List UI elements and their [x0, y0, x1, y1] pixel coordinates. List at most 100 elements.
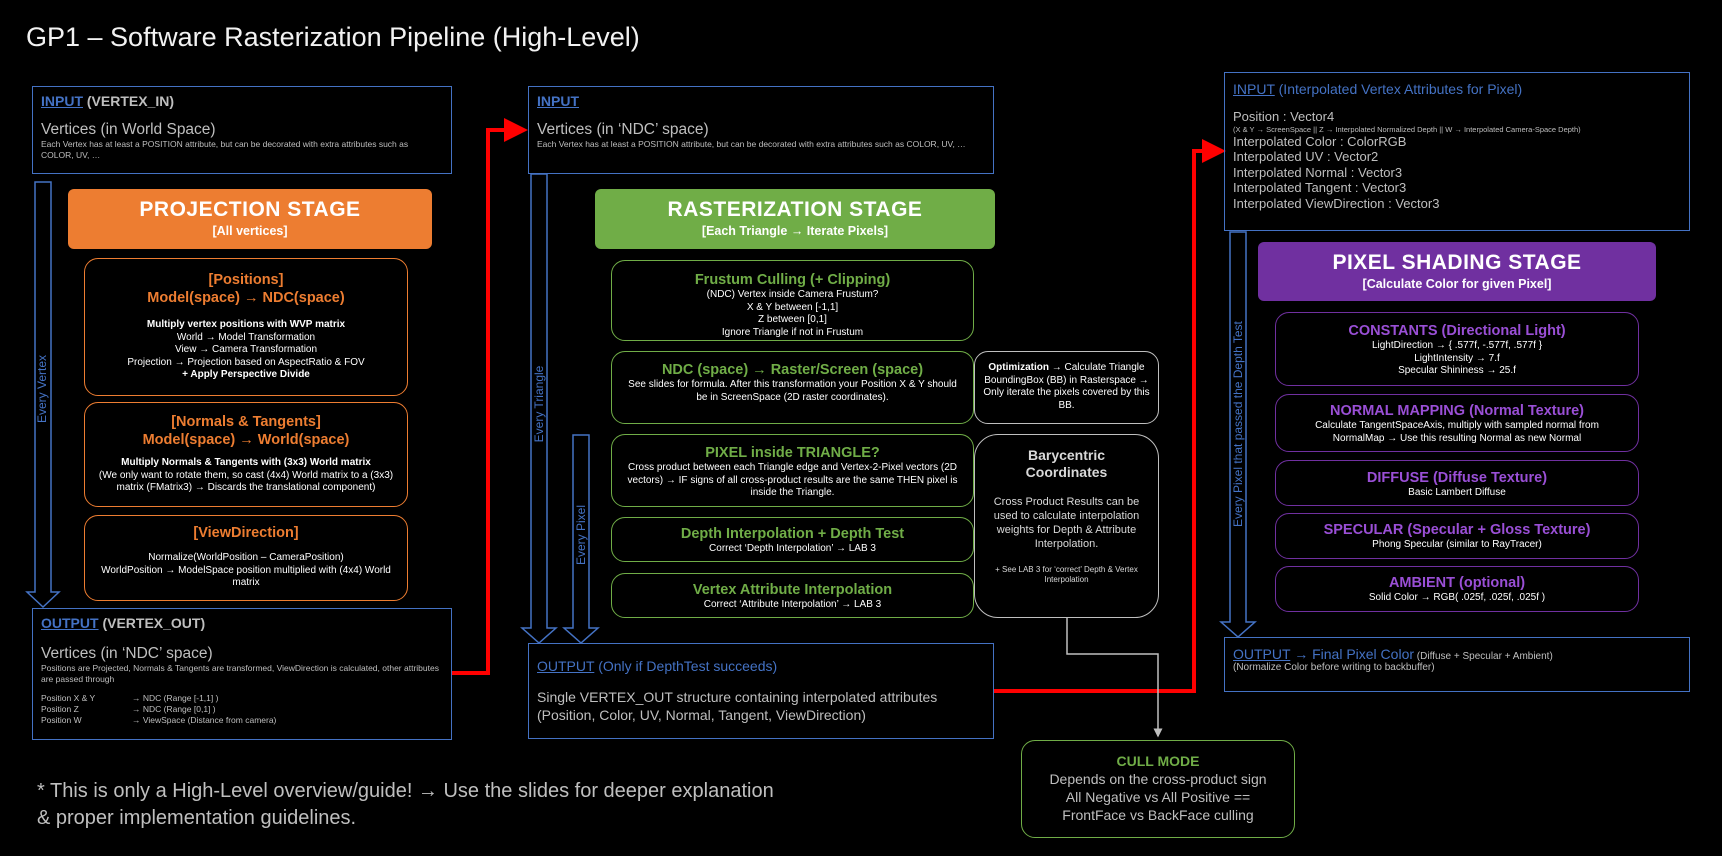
input-link[interactable]: INPUT: [41, 93, 83, 109]
normal-mapping-card: NORMAL MAPPING (Normal Texture) Calculat…: [1275, 394, 1639, 452]
card-line: Cross Product Results can be used to cal…: [993, 496, 1140, 550]
ndc-to-raster-card: NDC (space) → Raster/Screen (space) See …: [611, 351, 974, 424]
stage-title: PROJECTION STAGE: [139, 198, 361, 221]
loop-label-pixel-shading: Every Pixel that passed the Depth Test: [1231, 321, 1245, 527]
card-line: Cross product between each Triangle edge…: [627, 462, 958, 498]
rasterization-stage-header: RASTERIZATION STAGE [Each Triangle → Ite…: [595, 189, 995, 249]
output-note: Positions are Projected, Normals & Tange…: [41, 663, 439, 684]
input-note: Each Vertex has at least a POSITION attr…: [41, 139, 409, 160]
card-line: + See LAB 3 for ‘correct’ Depth & Vertex…: [995, 565, 1138, 584]
ambient-card: AMBIENT (optional) Solid Color → RGB( .0…: [1275, 566, 1639, 612]
output-row: Position Z → NDC (Range [0,1] ): [41, 704, 216, 714]
pixel-shading-stage-header: PIXEL SHADING STAGE [Calculate Color for…: [1258, 242, 1656, 301]
raster-output-box: OUTPUT (Only if DepthTest succeeds) Sing…: [528, 643, 994, 739]
card-title: [ViewDirection]: [193, 525, 299, 541]
output-link[interactable]: OUTPUT: [537, 658, 595, 674]
card-title: CONSTANTS (Directional Light): [1348, 323, 1566, 339]
card-line: View → Camera Transformation: [174, 344, 318, 355]
output-link[interactable]: OUTPUT: [1233, 646, 1291, 662]
attr-note: (X & Y → ScreenSpace || Z → Interpolated…: [1233, 124, 1581, 134]
stage-title: RASTERIZATION STAGE: [667, 198, 923, 221]
attr-line: Interpolated Color : ColorRGB: [1233, 133, 1407, 149]
projection-stage-header: PROJECTION STAGE [All vertices]: [68, 189, 432, 249]
card-line: Ignore Triangle if not in Frustum: [721, 326, 864, 338]
ndc-input-box: INPUT Vertices (in ‘NDC’ space) Each Ver…: [528, 86, 994, 174]
card-title: CULL MODE: [1116, 753, 1200, 769]
attr-line: Interpolated ViewDirection : Vector3: [1233, 195, 1440, 211]
attr-line: Position : Vector4: [1233, 109, 1335, 124]
stage-subtitle: [All vertices]: [212, 224, 288, 238]
card-title: PIXEL inside TRIANGLE?: [705, 445, 880, 461]
card-line: X & Y between [-1,1]: [746, 301, 839, 313]
card-line: All Negative vs All Positive ==: [1065, 789, 1251, 805]
card-title: SPECULAR (Specular + Gloss Texture): [1323, 522, 1591, 538]
flow-arrow-2: [993, 139, 1226, 693]
specular-card: SPECULAR (Specular + Gloss Texture) Phon…: [1275, 513, 1639, 559]
card-line: World → Model Transformation: [176, 331, 316, 343]
cull-mode-card: CULL MODE Depends on the cross-product s…: [1021, 740, 1295, 838]
card-title: Frustum Culling (+ Clipping): [694, 272, 891, 288]
attr-line: Interpolated Normal : Vector3: [1233, 164, 1403, 180]
loop-label-pixel: Every Pixel: [574, 504, 588, 566]
footer-note: * This is only a High-Level overview/gui…: [37, 778, 774, 832]
normals-card: [Normals & Tangents] Model(space) → Worl…: [84, 402, 408, 507]
card-line: Solid Color → RGB( .025f, .025f, .025f ): [1368, 592, 1546, 603]
attr-line: Interpolated UV : Vector2: [1233, 149, 1379, 164]
card-title: NDC (space) → Raster/Screen (space): [661, 362, 924, 378]
card-title: [Normals & Tangents]: [171, 414, 321, 430]
final-pixel-output-box: OUTPUT → Final Pixel Color (Diffuse + Sp…: [1224, 637, 1690, 692]
input-description: (Interpolated Vertex Attributes for Pixe…: [1274, 81, 1523, 97]
card-title: Model(space) → NDC(space): [147, 290, 345, 306]
vertex-attribute-interpolation-card: Vertex Attribute Interpolation Correct ‘…: [611, 573, 974, 618]
loop-arrow-pixel: [562, 434, 600, 645]
depth-test-card: Depth Interpolation + Depth Test Correct…: [611, 517, 974, 562]
output-title: → Final Pixel Color: [1290, 646, 1415, 662]
output-components: (Diffuse + Specular + Ambient): [1414, 651, 1553, 662]
pixel-inside-triangle-card: PIXEL inside TRIANGLE? Cross product bet…: [611, 434, 974, 507]
opt-text: → Calculate Triangle BoundingBox (BB) in…: [983, 362, 1150, 411]
loop-arrow-triangle: [520, 173, 558, 645]
attr-line: Interpolated Tangent : Vector3: [1233, 180, 1407, 195]
cull-connector: [1066, 618, 1163, 738]
card-line: Correct ‘Attribute Interpolation’ → LAB …: [703, 599, 882, 610]
card-line: + Apply Perspective Divide: [182, 369, 310, 380]
output-row: Position X & Y → NDC (Range [-1,1] ): [41, 693, 219, 703]
loop-label-triangle: Every Triangle: [532, 365, 546, 443]
stage-subtitle: [Calculate Color for given Pixel]: [1362, 277, 1552, 291]
output-note: (Normalize Color before writing to backb…: [1233, 662, 1435, 673]
diffuse-card: DIFFUSE (Diffuse Texture) Basic Lambert …: [1275, 460, 1639, 506]
output-link[interactable]: OUTPUT: [41, 615, 99, 631]
barycentric-card: Barycentric Coordinates Cross Product Re…: [974, 434, 1159, 618]
card-line: FrontFace vs BackFace culling: [1062, 807, 1254, 823]
card-title: AMBIENT (optional): [1388, 575, 1526, 591]
input-subtitle: Vertices (in World Space): [41, 121, 216, 138]
optimization-card: Optimization → Calculate Triangle Boundi…: [974, 351, 1159, 424]
card-line: See slides for formula. After this trans…: [628, 379, 957, 403]
input-link[interactable]: INPUT: [537, 93, 579, 109]
positions-card: [Positions] Model(space) → NDC(space) Mu…: [84, 258, 408, 396]
card-line: (We only want to rotate them, so cast (4…: [98, 469, 394, 494]
card-line: Depends on the cross-product sign: [1049, 771, 1267, 787]
opt-bold: Optimization: [988, 362, 1049, 373]
card-line: Calculate TangentSpaceAxis, multiply wit…: [1315, 420, 1599, 444]
input-note: Each Vertex has at least a POSITION attr…: [537, 139, 966, 149]
card-line: Specular Shininess → 25.f: [1398, 365, 1516, 376]
output-subtitle: Vertices (in ‘NDC’ space): [41, 645, 213, 662]
stage-subtitle: [Each Triangle → Iterate Pixels]: [701, 224, 889, 238]
card-title: Barycentric Coordinates: [1025, 447, 1108, 480]
card-line: LightIntensity → 7.f: [1414, 352, 1500, 364]
input-subtitle: Vertices (in ‘NDC’ space): [537, 121, 709, 138]
output-row: Position W → ViewSpace (Distance from cam…: [41, 715, 277, 725]
card-line: Projection → Projection based on AspectR…: [127, 356, 365, 368]
card-title: Vertex Attribute Interpolation: [692, 582, 893, 598]
card-line: Correct ‘Depth Interpolation’ → LAB 3: [709, 543, 876, 554]
loop-label-vertex: Every Vertex: [35, 354, 49, 424]
card-title: Depth Interpolation + Depth Test: [680, 526, 905, 542]
card-line: Normalize(WorldPosition – CameraPosition…: [148, 552, 344, 563]
frustum-culling-card: Frustum Culling (+ Clipping) (NDC) Verte…: [611, 260, 974, 341]
input-link[interactable]: INPUT: [1233, 81, 1275, 97]
input-name: (VERTEX_IN): [86, 93, 175, 109]
card-title: Model(space) → World(space): [142, 432, 350, 448]
card-title: DIFFUSE (Diffuse Texture): [1366, 470, 1548, 486]
vertex-in-box: INPUT (VERTEX_IN) Vertices (in World Spa…: [32, 86, 452, 174]
